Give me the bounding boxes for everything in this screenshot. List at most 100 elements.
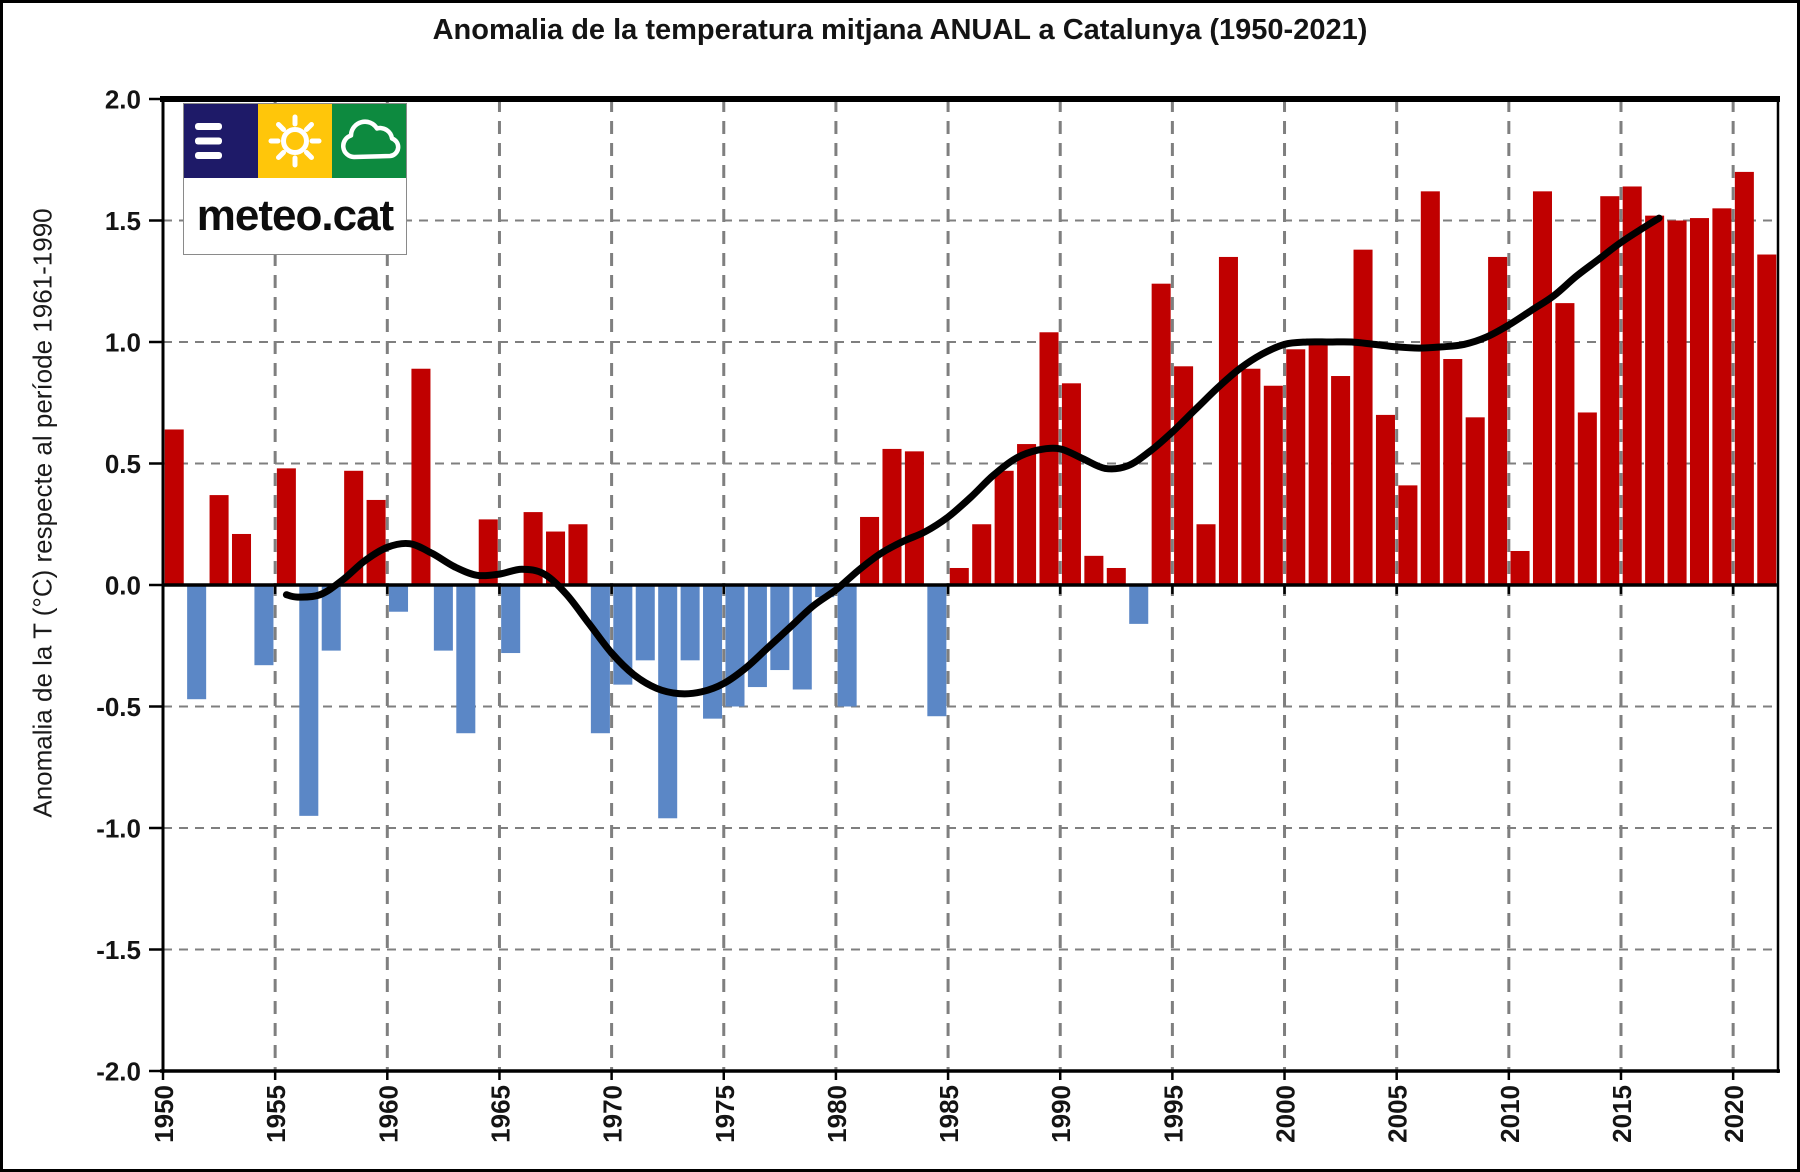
bar-2009 bbox=[1488, 256, 1508, 585]
bar-1964 bbox=[478, 519, 498, 585]
bar-2004 bbox=[1375, 414, 1395, 585]
bar-1954 bbox=[254, 585, 274, 666]
bar-1976 bbox=[747, 585, 767, 688]
bar-1972 bbox=[658, 585, 678, 819]
bar-1955 bbox=[276, 468, 296, 585]
y-tick-label-0.5: 0.5 bbox=[105, 449, 141, 479]
bar-1965 bbox=[501, 585, 521, 654]
bar-2012 bbox=[1555, 303, 1575, 585]
bar-1968 bbox=[568, 524, 588, 585]
bar-1981 bbox=[860, 516, 880, 585]
bar-1962 bbox=[433, 585, 453, 651]
bar-1999 bbox=[1263, 385, 1283, 585]
x-tick-label-1975: 1975 bbox=[710, 1085, 740, 1143]
logo-text: meteo.cat bbox=[184, 178, 406, 254]
bar-2008 bbox=[1465, 417, 1485, 585]
bar-1953 bbox=[231, 533, 252, 585]
x-tick-label-2010: 2010 bbox=[1495, 1085, 1525, 1143]
logo-squares bbox=[184, 104, 406, 178]
chart-title: Anomalia de la temperatura mitjana ANUAL… bbox=[432, 14, 1368, 46]
y-tick-label--2.0: -2.0 bbox=[96, 1057, 141, 1087]
bar-1956 bbox=[299, 585, 319, 816]
bar-2014 bbox=[1600, 196, 1620, 585]
bar-1987 bbox=[994, 470, 1014, 585]
y-tick-label--1.5: -1.5 bbox=[96, 935, 141, 965]
bar-1963 bbox=[456, 585, 476, 734]
bar-1961 bbox=[411, 368, 431, 585]
bar-1950 bbox=[164, 429, 184, 585]
bar-1973 bbox=[680, 585, 700, 661]
x-tick-label-1985: 1985 bbox=[934, 1085, 964, 1143]
bar-1993 bbox=[1129, 585, 1149, 624]
x-tick-label-1960: 1960 bbox=[373, 1085, 403, 1143]
x-tick-label-2020: 2020 bbox=[1719, 1085, 1749, 1143]
bar-1958 bbox=[344, 470, 364, 585]
bar-2003 bbox=[1353, 249, 1373, 585]
x-tick-label-2015: 2015 bbox=[1607, 1085, 1637, 1143]
bar-2017 bbox=[1667, 220, 1687, 585]
bar-2013 bbox=[1577, 412, 1597, 585]
bar-1952 bbox=[209, 495, 229, 585]
bar-1992 bbox=[1106, 567, 1126, 585]
meteocat-logo: meteo.cat bbox=[183, 103, 407, 255]
bar-1971 bbox=[635, 585, 655, 661]
bar-1983 bbox=[904, 451, 924, 585]
x-tick-label-1980: 1980 bbox=[822, 1085, 852, 1143]
bar-1990 bbox=[1061, 383, 1081, 585]
bar-2021 bbox=[1757, 254, 1777, 585]
bar-1969 bbox=[590, 585, 610, 734]
bar-1960 bbox=[389, 585, 409, 612]
x-tick-label-1950: 1950 bbox=[149, 1085, 179, 1143]
bar-2016 bbox=[1645, 215, 1665, 585]
bar-1998 bbox=[1241, 368, 1261, 585]
bar-1980 bbox=[837, 585, 857, 707]
bar-1975 bbox=[725, 585, 745, 707]
bar-1951 bbox=[187, 585, 207, 700]
menu-lines-icon bbox=[184, 104, 258, 178]
bar-1977 bbox=[770, 585, 790, 671]
bar-2010 bbox=[1510, 550, 1530, 585]
y-tick-label-1.5: 1.5 bbox=[105, 206, 141, 236]
bar-2002 bbox=[1331, 376, 1351, 585]
bar-1959 bbox=[366, 499, 386, 585]
x-tick-label-2005: 2005 bbox=[1383, 1085, 1413, 1143]
x-tick-label-1995: 1995 bbox=[1158, 1085, 1188, 1143]
bar-2007 bbox=[1443, 359, 1463, 585]
x-tick-label-2000: 2000 bbox=[1271, 1085, 1301, 1143]
x-tick-label-1990: 1990 bbox=[1046, 1085, 1076, 1143]
bar-1989 bbox=[1039, 332, 1059, 585]
bar-1996 bbox=[1196, 524, 1216, 585]
bar-2005 bbox=[1398, 485, 1418, 585]
bar-1974 bbox=[703, 585, 723, 719]
bar-1984 bbox=[927, 585, 947, 717]
y-tick-label-1.0: 1.0 bbox=[105, 328, 141, 358]
x-tick-label-1970: 1970 bbox=[598, 1085, 628, 1143]
bar-1991 bbox=[1084, 555, 1104, 585]
bar-1985 bbox=[949, 567, 969, 585]
bar-2020 bbox=[1734, 171, 1754, 585]
bar-1997 bbox=[1218, 256, 1238, 585]
bar-1986 bbox=[972, 524, 992, 585]
bar-1982 bbox=[882, 448, 902, 585]
bar-2006 bbox=[1420, 191, 1440, 585]
trend-line bbox=[282, 214, 1663, 698]
cloud-icon bbox=[332, 104, 406, 178]
y-tick-label--1.0: -1.0 bbox=[96, 814, 141, 844]
chart-plot-area: 2.0 1.5 1.0 0.5 0.0 -0.5 -1.0 -1.5 -2.0 1950 1955 1… bbox=[96, 85, 1780, 1143]
x-tick-label-1955: 1955 bbox=[261, 1085, 291, 1143]
x-tick-label-1965: 1965 bbox=[485, 1085, 515, 1143]
y-tick-label-0.0: 0.0 bbox=[105, 571, 141, 601]
bar-2018 bbox=[1689, 218, 1710, 585]
bar-1995 bbox=[1174, 366, 1194, 585]
bar-2019 bbox=[1712, 208, 1732, 585]
bar-1978 bbox=[792, 585, 812, 690]
bar-2015 bbox=[1622, 186, 1642, 586]
bar-1967 bbox=[546, 531, 566, 585]
bar-1957 bbox=[321, 585, 341, 651]
bar-2001 bbox=[1308, 344, 1328, 585]
y-tick-label--0.5: -0.5 bbox=[96, 692, 141, 722]
bar-2000 bbox=[1286, 349, 1306, 585]
bar-1994 bbox=[1151, 283, 1171, 585]
sun-icon bbox=[258, 104, 332, 178]
